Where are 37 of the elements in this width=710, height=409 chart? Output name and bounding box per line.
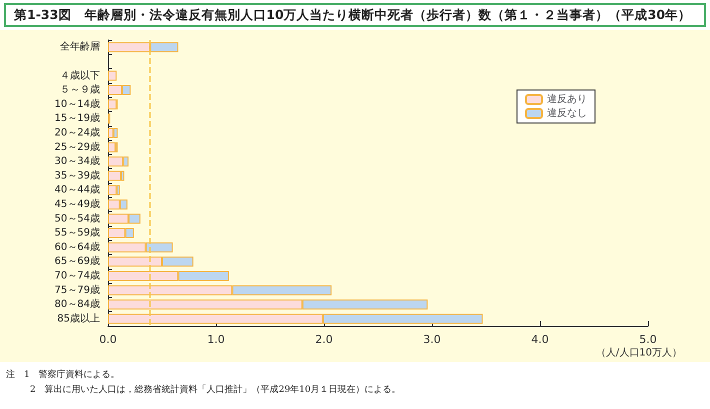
bar [108, 185, 117, 196]
y-tick-label: 85歳以上 [57, 312, 100, 324]
legend-label: 違反あり [547, 93, 587, 105]
y-tick-label: 35～39歳 [54, 169, 100, 182]
y-tick-label: 全年齢層 [60, 40, 100, 53]
text: 2 算出に用いた人口は，総務省統計資料「人口推計」（平成29年10月１日現在）による。 [29, 384, 402, 397]
y-tick-label: 25～29歳 [54, 140, 100, 153]
bar [108, 128, 114, 138]
x-tick-label: 5.0 [639, 333, 657, 346]
y-tick-label: 55～59歳 [54, 226, 100, 239]
chart-title: 第1-33図 年齢層別・法令違反有無別人口10万人当たり横断中死者（歩行者）数（第１・２当事者）（平成30年） [4, 3, 706, 27]
y-tick-label: 65～69歳 [54, 255, 100, 268]
text: 注 1 警察庁資料による。 [6, 368, 121, 382]
legend-label: 違反なし [547, 107, 587, 119]
y-tick-label: 30～34歳 [54, 155, 100, 168]
y-tick-label: 60～64歳 [54, 240, 100, 253]
x-tick-label: 4.0 [531, 333, 549, 346]
bar [108, 70, 117, 81]
x-tick-label: 2.0 [315, 333, 333, 346]
y-tick-label: 45～49歳 [54, 198, 100, 210]
y-tick-label: 50～54歳 [54, 212, 100, 224]
y-tick-label: ５～９歳 [60, 84, 100, 96]
y-tick-label: 70～74歳 [54, 269, 100, 282]
x-tick-label: 0.0 [99, 333, 117, 346]
x-axis-title: （人/人口10万人） [596, 348, 682, 358]
bar [108, 142, 116, 152]
y-tick-label: 40～44歳 [54, 184, 100, 196]
y-tick-label: 15～19歳 [54, 112, 100, 124]
y-tick-label: 75～79歳 [54, 284, 100, 296]
bar [108, 99, 117, 110]
y-tick-label: 10～14歳 [54, 98, 100, 110]
y-tick-label: 20～24歳 [54, 126, 100, 138]
bar [108, 170, 121, 181]
y-tick-label: 80～84歳 [54, 298, 100, 310]
y-tick-label: ４歳以下 [60, 69, 100, 82]
x-tick-label: 1.0 [207, 333, 225, 346]
x-tick-label: 3.0 [423, 333, 441, 346]
